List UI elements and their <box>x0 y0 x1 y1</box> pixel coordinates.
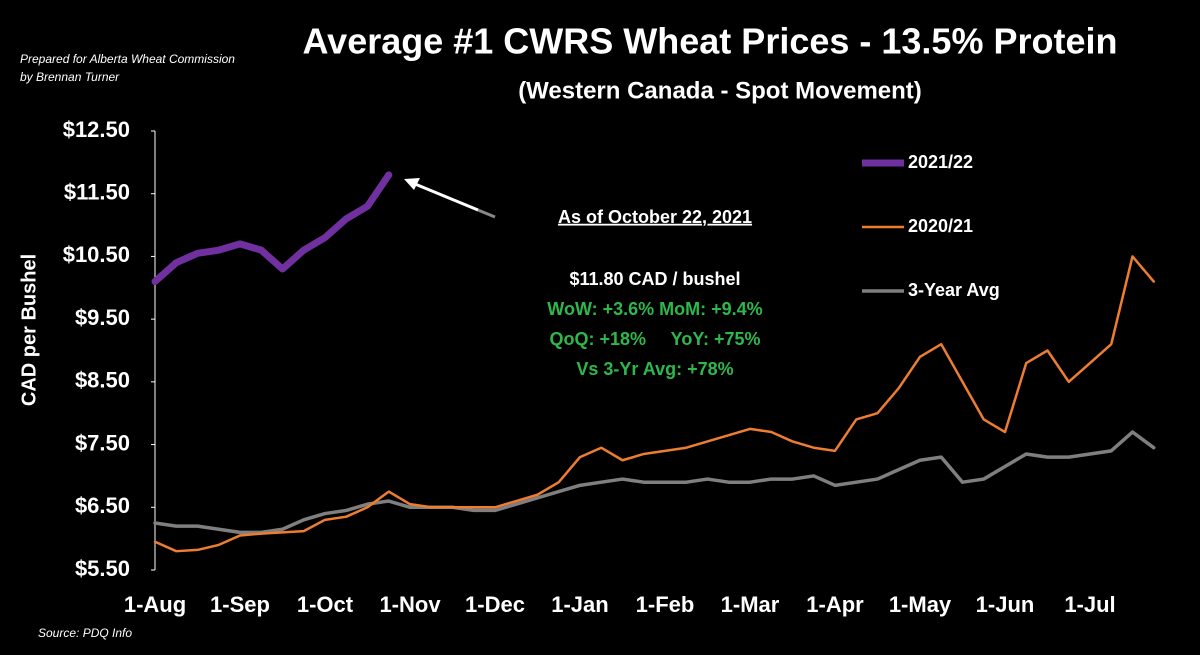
y-axis-label: CAD per Bushel <box>18 254 40 406</box>
y-tick-label: $8.50 <box>75 368 130 393</box>
x-tick-label: 1-Sep <box>210 592 270 617</box>
chart-title: Average #1 CWRS Wheat Prices - 13.5% Pro… <box>303 21 1118 62</box>
y-tick-label: $11.50 <box>64 180 130 205</box>
x-tick-label: 1-Nov <box>379 592 441 617</box>
legend-label: 2020/21 <box>908 216 973 236</box>
credit: Prepared for Alberta Wheat Commission by… <box>20 52 235 84</box>
y-tick-label: $10.50 <box>63 242 130 267</box>
y-tick-label: $12.50 <box>63 117 130 142</box>
series-line <box>153 255 1155 553</box>
annotation: As of October 22, 2021 <box>558 207 752 227</box>
annotation: WoW: +3.6% MoM: +9.4% <box>547 299 762 319</box>
legend-label: 3-Year Avg <box>908 280 1000 300</box>
arrow-tail <box>477 208 496 219</box>
legend-label: 2021/22 <box>908 152 973 172</box>
x-tick-label: 1-Mar <box>721 592 780 617</box>
annotation: $11.80 CAD / bushel <box>569 269 740 289</box>
y-tick-label: $9.50 <box>75 305 130 330</box>
x-tick-label: 1-Jan <box>551 592 608 617</box>
x-tick-label: 1-Jul <box>1064 592 1115 617</box>
annotation: QoQ: +18% YoY: +75% <box>549 329 760 349</box>
arrow <box>414 182 479 212</box>
credit-box: Prepared for Alberta Wheat Commission by… <box>20 52 235 84</box>
y-tick-label: $6.50 <box>75 493 130 518</box>
x-tick-label: 1-May <box>889 592 952 617</box>
x-tick-label: 1-Jun <box>976 592 1035 617</box>
series-line <box>151 171 393 286</box>
x-tick-label: 1-Oct <box>297 592 354 617</box>
series-line <box>153 430 1156 535</box>
arrow-head <box>404 178 420 190</box>
x-tick-label: 1-Aug <box>124 592 186 617</box>
chart-subtitle: (Western Canada - Spot Movement) <box>518 77 922 104</box>
x-tick-label: 1-Apr <box>806 592 864 617</box>
x-tick-label: 1-Feb <box>636 592 695 617</box>
y-tick-label: $7.50 <box>75 430 130 455</box>
y-tick-label: $5.50 <box>75 556 130 581</box>
source: Source: PDQ Info <box>38 626 132 640</box>
x-tick-label: 1-Dec <box>465 592 525 617</box>
annotation: Vs 3-Yr Avg: +78% <box>576 359 733 379</box>
